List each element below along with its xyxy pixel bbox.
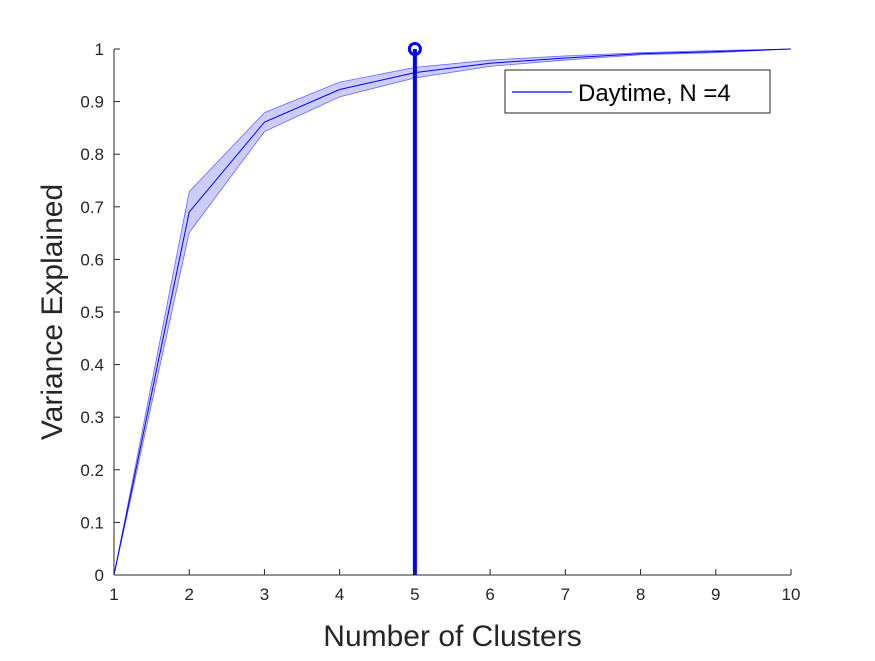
data-point-8 <box>639 53 641 55</box>
y-tick-label-0.8: 0.8 <box>80 145 104 164</box>
x-tick-label-7: 7 <box>561 585 570 604</box>
y-tick-label-0.1: 0.1 <box>80 513 104 532</box>
series-line-daytime <box>113 48 792 576</box>
x-axis-title: Number of Clusters <box>323 620 581 653</box>
y-tick-label-0.9: 0.9 <box>80 93 104 112</box>
x-tick-label-10: 10 <box>782 585 801 604</box>
x-tick-label-3: 3 <box>260 585 269 604</box>
y-tick-label-0.5: 0.5 <box>80 303 104 322</box>
data-point-3 <box>263 121 265 123</box>
legend-label-daytime: Daytime, N =4 <box>578 80 731 107</box>
y-axis-title: Variance Explained <box>36 184 69 440</box>
y-tick-label-0: 0 <box>95 566 104 585</box>
data-point-9 <box>715 50 717 52</box>
y-tick-label-0.3: 0.3 <box>80 408 104 427</box>
y-tick-label-0.6: 0.6 <box>80 250 104 269</box>
confidence-band-daytime <box>113 48 792 576</box>
x-tick-label-4: 4 <box>335 585 344 604</box>
selected-cluster-marker <box>407 42 422 56</box>
legend: Daytime, N =4 <box>504 69 771 114</box>
y-tick-label-0.7: 0.7 <box>80 198 104 217</box>
confidence-band-layer <box>113 48 792 576</box>
x-tick-label-8: 8 <box>636 585 645 604</box>
x-tick-label-9: 9 <box>711 585 720 604</box>
x-tick-label-2: 2 <box>184 585 193 604</box>
y-tick-label-1: 1 <box>95 40 104 59</box>
y-tick-label-0.2: 0.2 <box>80 461 104 480</box>
x-tick-label-1: 1 <box>109 585 118 604</box>
data-point-6 <box>489 62 491 64</box>
data-point-4 <box>338 88 340 90</box>
data-point-10 <box>790 48 792 50</box>
tick-label-layer: 1 2 3 4 5 6 7 8 9 10 0 0.1 0.2 0.3 0.4 0.5 0.6 0.7 0.8 0.9 1 <box>80 40 800 604</box>
data-point-2 <box>188 211 190 213</box>
selected-cluster-layer <box>407 42 422 575</box>
data-point-7 <box>564 57 566 59</box>
axes-layer <box>113 48 792 576</box>
series-line-layer <box>113 48 792 576</box>
y-tick-label-0.4: 0.4 <box>80 356 104 375</box>
x-tick-label-6: 6 <box>485 585 494 604</box>
x-tick-label-5: 5 <box>410 585 419 604</box>
